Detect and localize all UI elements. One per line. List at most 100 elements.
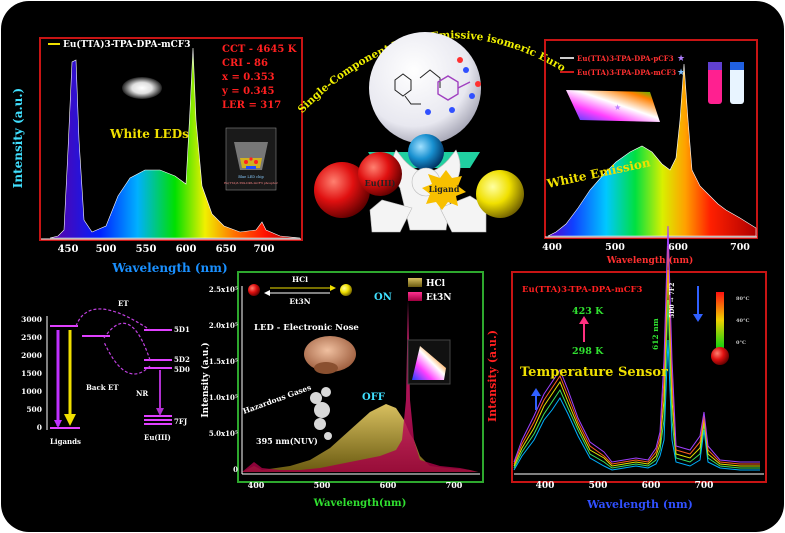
panel-a-spectrum xyxy=(49,47,301,239)
panel-b-xtick: 500 xyxy=(605,242,625,253)
svg-text:★: ★ xyxy=(614,103,621,112)
panel-a-stat-cri: CRI - 86 xyxy=(222,58,268,69)
panel-c-ytick: 500 xyxy=(26,405,42,414)
red-led-icon xyxy=(248,284,260,296)
panel-e-xtick: 400 xyxy=(536,481,555,491)
panel-c-ytick: 2000 xyxy=(21,351,42,360)
panel-d-ylabel: Intensity (a.u.) xyxy=(200,342,211,417)
panel-a-stat-cct: CCT - 4645 K xyxy=(222,44,297,55)
reaction-et3n: Et3N xyxy=(289,297,310,306)
led-package-icon: Blue LED chip Eu(TTA)3-TPA-DPA-mCF3 phos… xyxy=(224,127,279,191)
hcl-spectrum xyxy=(242,404,478,472)
panel-b-spectrum xyxy=(547,63,757,237)
panel-e-legend: Eu(TTA)3-TPA-DPA-mCF3 xyxy=(522,284,642,295)
panel-a-xtick: 550 xyxy=(136,244,157,255)
panel-c-ytick: 1000 xyxy=(21,387,42,396)
level-5d0: 5D0 xyxy=(174,365,190,374)
panel-b-legend: Eu(TTA)3-TPA-DPA-pCF3 xyxy=(577,54,674,63)
panel-d-ytick: 1.5x10⁵ xyxy=(209,357,238,366)
vial-white xyxy=(730,66,744,104)
led-inset-text: Eu(TTA)3-TPA-DPA-mCF3 phosphor xyxy=(224,181,279,185)
panel-a-stat-x: x = 0.353 xyxy=(222,72,275,83)
yellow-led-icon xyxy=(340,284,352,296)
panel-a-ylabel: Intensity (a.u.) xyxy=(11,88,25,188)
panel-c-ytick: 3000 xyxy=(21,315,42,324)
panel-a-xtick: 600 xyxy=(176,244,197,255)
label-on: ON xyxy=(374,292,392,303)
nose-icon xyxy=(304,336,356,372)
led-inset-text: Blue LED chip xyxy=(238,175,264,179)
cie-inset xyxy=(566,90,660,122)
temp-low: 298 K xyxy=(572,346,604,357)
panel-d-xlabel: Wavelength(nm) xyxy=(313,498,407,509)
center-label-ligand: Ligand xyxy=(429,184,460,194)
panel-e-xtick: 600 xyxy=(642,481,661,491)
panel-a-xtick: 450 xyxy=(58,244,79,255)
label-nr: NR xyxy=(136,389,148,398)
panel-e-xlabel: Wavelength (nm) xyxy=(586,498,693,511)
level-7fj: 7FJ xyxy=(174,417,188,426)
panel-b-legend: Eu(TTA)3-TPA-DPA-mCF3 xyxy=(577,68,676,77)
label-off: OFF xyxy=(362,392,385,403)
eu-sphere xyxy=(314,162,370,218)
yellow-sphere xyxy=(476,170,524,218)
level-5d2: 5D2 xyxy=(174,355,190,364)
panel-energy-diagram: 3000 2500 2000 1500 1000 500 0 xyxy=(21,299,190,446)
thermometer-icon xyxy=(716,292,724,348)
panel-c-ytick: 0 xyxy=(37,423,42,432)
molecule-bubble xyxy=(369,32,481,144)
panel-a-xtick: 700 xyxy=(254,244,275,255)
panel-white-leds: 450 500 550 600 650 700 Wavelength (nm) … xyxy=(11,37,303,275)
panel-b-xtick: 400 xyxy=(542,242,562,253)
vial-magenta xyxy=(708,66,722,104)
reaction-hcl: HCl xyxy=(292,275,308,284)
panel-d-ytick: 2.0x10⁵ xyxy=(209,321,238,330)
panel-d-legend: HCl xyxy=(426,279,446,289)
center-label-eu: Eu(III) xyxy=(365,178,396,188)
svg-text:★: ★ xyxy=(677,54,685,64)
temp-high: 423 K xyxy=(572,306,604,317)
panel-d-xtick: 700 xyxy=(446,480,463,490)
thermo-40: 40°C xyxy=(736,318,749,324)
panel-b-xlabel: Wavelength (nm) xyxy=(606,255,694,266)
panel-temperature-sensor: 400 500 600 700 Wavelength (nm) Intensit… xyxy=(486,225,767,511)
ligand-star xyxy=(422,170,466,210)
panel-a-xtick: 500 xyxy=(96,244,117,255)
panel-b-xtick: 700 xyxy=(730,242,750,253)
panel-d-ytick: 2.5x10⁵ xyxy=(209,285,238,294)
panel-c-ytick: 2500 xyxy=(21,333,42,342)
panel-e-ylabel: Intensity (a.u.) xyxy=(486,330,499,422)
peak-label: 612 nm xyxy=(651,318,660,350)
panel-b-xtick: 600 xyxy=(668,242,688,253)
panel-e-xtick: 500 xyxy=(589,481,608,491)
label-ligands: Ligands xyxy=(50,437,81,446)
panel-a-stat-ler: LER = 317 xyxy=(222,100,281,111)
electronic-nose-title: LED - Electronic Nose xyxy=(254,323,359,333)
panel-e-caption: Temperature Sensor xyxy=(520,365,668,380)
panel-a-stat-y: y = 0.345 xyxy=(221,86,275,97)
panel-c-ytick: 1500 xyxy=(21,369,42,378)
svg-text:★: ★ xyxy=(677,68,685,78)
transition-label: 5D0 → 7F2 xyxy=(669,283,676,318)
panel-d-legend: Et3N xyxy=(426,293,452,303)
panel-a-xtick: 650 xyxy=(216,244,237,255)
temperature-spectra xyxy=(513,225,760,471)
panel-a-xlabel: Wavelength (nm) xyxy=(111,261,227,275)
panel-d-xtick: 500 xyxy=(314,480,331,490)
panel-d-xtick: 400 xyxy=(248,480,265,490)
panel-e-xtick: 700 xyxy=(695,481,714,491)
label-back-et: Back ET xyxy=(86,383,119,392)
smoke-icon xyxy=(310,387,332,440)
level-5d1: 5D1 xyxy=(174,325,190,334)
label-eu: Eu(III) xyxy=(144,433,171,442)
thermo-80: 80°C xyxy=(736,296,749,302)
panel-d-xtick: 600 xyxy=(380,480,397,490)
panel-d-ytick: 1.0x10⁵ xyxy=(209,393,238,402)
panel-a-legend: Eu(TTA)3-TPA-DPA-mCF3 xyxy=(63,39,191,50)
panel-a-caption: White LEDs xyxy=(109,127,189,141)
panel-d-ytick: 5.0x10⁵ xyxy=(209,429,238,438)
panel-d-ytick: 0 xyxy=(233,465,238,474)
nuv-label: 395 nm(NUV) xyxy=(256,436,318,446)
thermo-0: 0°C xyxy=(736,340,746,346)
